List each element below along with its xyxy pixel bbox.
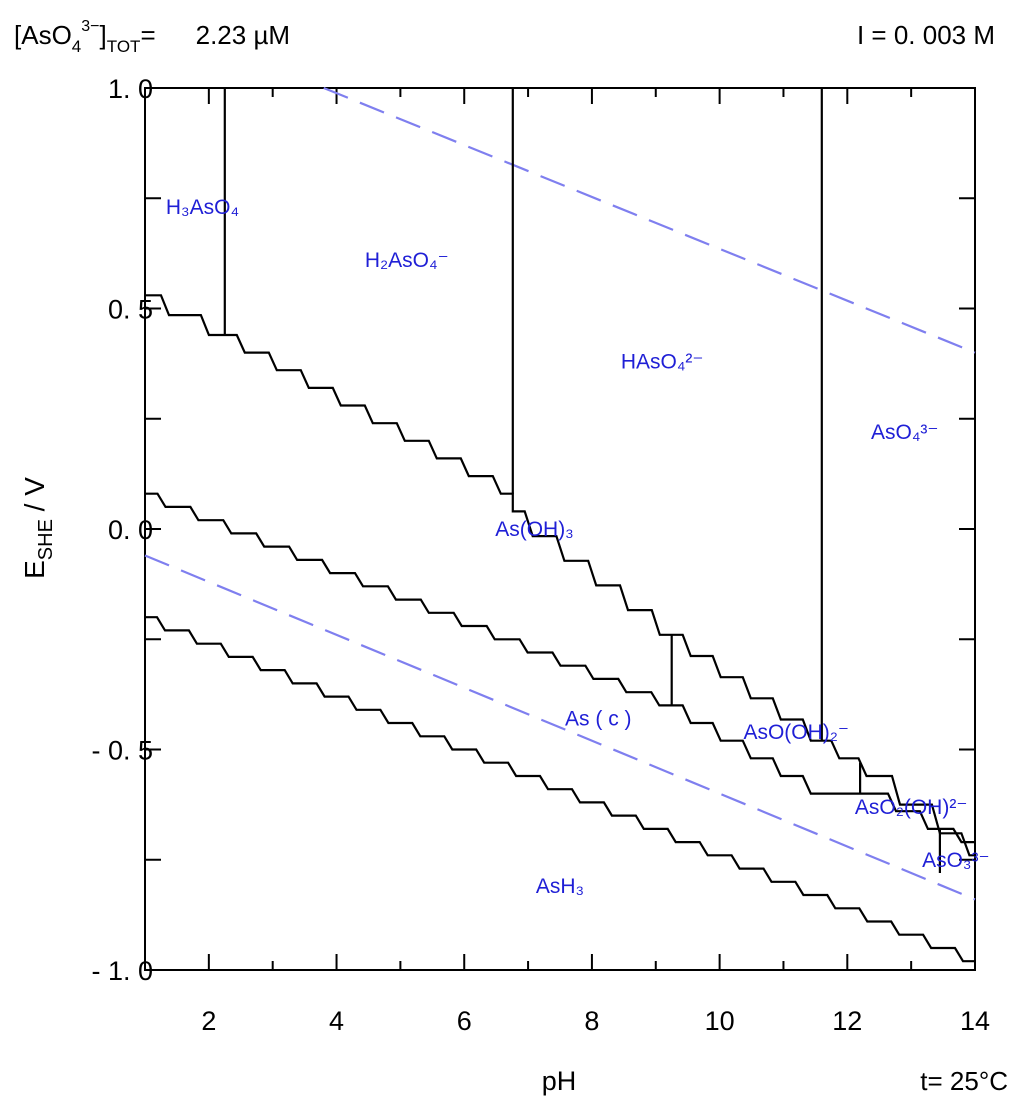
x-tick-labels: 2 4 6 8 10 12 14 [201, 1006, 990, 1036]
species-label: As(OH)₃ [495, 518, 574, 541]
water-line [323, 86, 976, 354]
species-labels: H₃AsO₄ H₂AsO₄⁻ HAsO₄²⁻ AsO₄³⁻ As(OH)₃ As ( c … [166, 196, 990, 898]
y-tick-label: 1. 0 [108, 74, 153, 104]
y-tick-label: - 1. 0 [91, 956, 153, 986]
x-tick-label: 10 [705, 1006, 735, 1036]
y-axis-label: ESHE / V [19, 477, 57, 579]
species-label: AsO₂(OH)²⁻ [855, 796, 968, 819]
x-tick-label: 12 [832, 1006, 862, 1036]
x-tick-label: 6 [457, 1006, 472, 1036]
boundary-line [145, 492, 975, 844]
y-tick-label: 0. 5 [108, 295, 153, 325]
y-tick-label: 0. 0 [108, 515, 153, 545]
boundary-line [145, 616, 975, 963]
species-label: HAsO₄²⁻ [621, 350, 704, 373]
species-label: H₃AsO₄ [166, 196, 239, 219]
x-tick-label: 14 [960, 1006, 990, 1036]
species-label: H₂AsO₄⁻ [365, 249, 449, 272]
header-left: [AsO43−]TOT= 2.23 µM [14, 18, 290, 56]
y-tick-label: - 0. 5 [91, 736, 153, 766]
boundary-line [145, 294, 975, 857]
species-label: AsH₃ [536, 875, 584, 898]
predominance-boundaries [145, 88, 975, 963]
species-label: AsO₄³⁻ [871, 421, 939, 444]
temperature-note: t= 25°C [920, 1066, 1008, 1096]
water-line [144, 554, 976, 901]
species-label: AsO₃³⁻ [922, 849, 989, 872]
x-tick-label: 4 [329, 1006, 344, 1036]
water-stability-lines [144, 86, 976, 901]
x-axis-label: pH [542, 1066, 577, 1096]
species-label: AsO(OH)₂⁻ [743, 721, 849, 744]
header-ionic-strength: I = 0. 003 M [857, 20, 995, 50]
y-tick-labels: 1. 0 0. 5 0. 0 - 0. 5 - 1. 0 [91, 74, 153, 986]
x-tick-label: 8 [584, 1006, 599, 1036]
species-label: As ( c ) [565, 708, 632, 731]
x-tick-label: 2 [201, 1006, 216, 1036]
